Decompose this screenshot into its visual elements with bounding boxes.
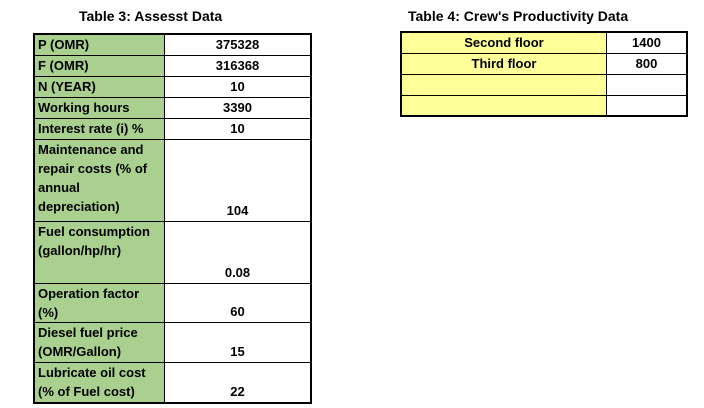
table-row: Interest rate (i) % 10 — [33, 118, 312, 140]
row-value-cell: 3390 — [164, 97, 312, 119]
row-label-cell: P (OMR) — [33, 33, 165, 56]
row-value-cell: 60 — [164, 283, 312, 323]
row-value-cell: 10 — [164, 76, 312, 98]
row-value-cell: 22 — [164, 362, 312, 403]
row-label-cell: Fuel consumption (gallon/hp/hr) — [33, 221, 165, 284]
row-value-cell — [606, 73, 688, 96]
row-label-cell: Maintenance and repair costs (% of annua… — [33, 139, 165, 222]
row-label-cell: Interest rate (i) % — [33, 118, 165, 140]
row-value-cell: 1400 — [606, 31, 688, 54]
row-label-cell — [400, 94, 607, 117]
row-value-cell: 104 — [164, 139, 312, 222]
table-row: Lubricate oil cost (% of Fuel cost) 22 — [33, 362, 312, 403]
table-row: P (OMR) 375328 — [33, 33, 312, 56]
table-row: Working hours 3390 — [33, 97, 312, 119]
row-label-cell: F (OMR) — [33, 55, 165, 77]
table3-title: Table 3: Assesst Data — [79, 8, 223, 24]
row-label-cell: N (YEAR) — [33, 76, 165, 98]
assesst-data-table: P (OMR) 375328 F (OMR) 316368 N (YEAR) 1… — [33, 33, 312, 404]
row-label-cell: Working hours — [33, 97, 165, 119]
table-row: Second floor 1400 — [400, 31, 688, 54]
table-row: F (OMR) 316368 — [33, 55, 312, 77]
row-label-cell — [400, 73, 607, 96]
table-row — [400, 94, 688, 117]
table-row: Fuel consumption (gallon/hp/hr) 0.08 — [33, 221, 312, 284]
row-value-cell: 10 — [164, 118, 312, 140]
table-row: Maintenance and repair costs (% of annua… — [33, 139, 312, 222]
table-row: N (YEAR) 10 — [33, 76, 312, 98]
row-value-cell: 316368 — [164, 55, 312, 77]
table-row — [400, 73, 688, 96]
crew-productivity-table: Second floor 1400 Third floor 800 — [400, 31, 688, 117]
row-label-cell: Third floor — [400, 52, 607, 75]
row-label-cell: Lubricate oil cost (% of Fuel cost) — [33, 362, 165, 403]
row-value-cell: 375328 — [164, 33, 312, 56]
table4-title: Table 4: Crew's Productivity Data — [408, 8, 629, 24]
row-value-cell — [606, 94, 688, 117]
row-label-cell: Operation factor (%) — [33, 283, 165, 323]
row-value-cell: 800 — [606, 52, 688, 75]
row-value-cell: 0.08 — [164, 221, 312, 284]
table-row: Third floor 800 — [400, 52, 688, 75]
row-label-cell: Second floor — [400, 31, 607, 54]
table-row: Diesel fuel price (OMR/Gallon) 15 — [33, 322, 312, 363]
row-value-cell: 15 — [164, 322, 312, 363]
table-row: Operation factor (%) 60 — [33, 283, 312, 323]
row-label-cell: Diesel fuel price (OMR/Gallon) — [33, 322, 165, 363]
